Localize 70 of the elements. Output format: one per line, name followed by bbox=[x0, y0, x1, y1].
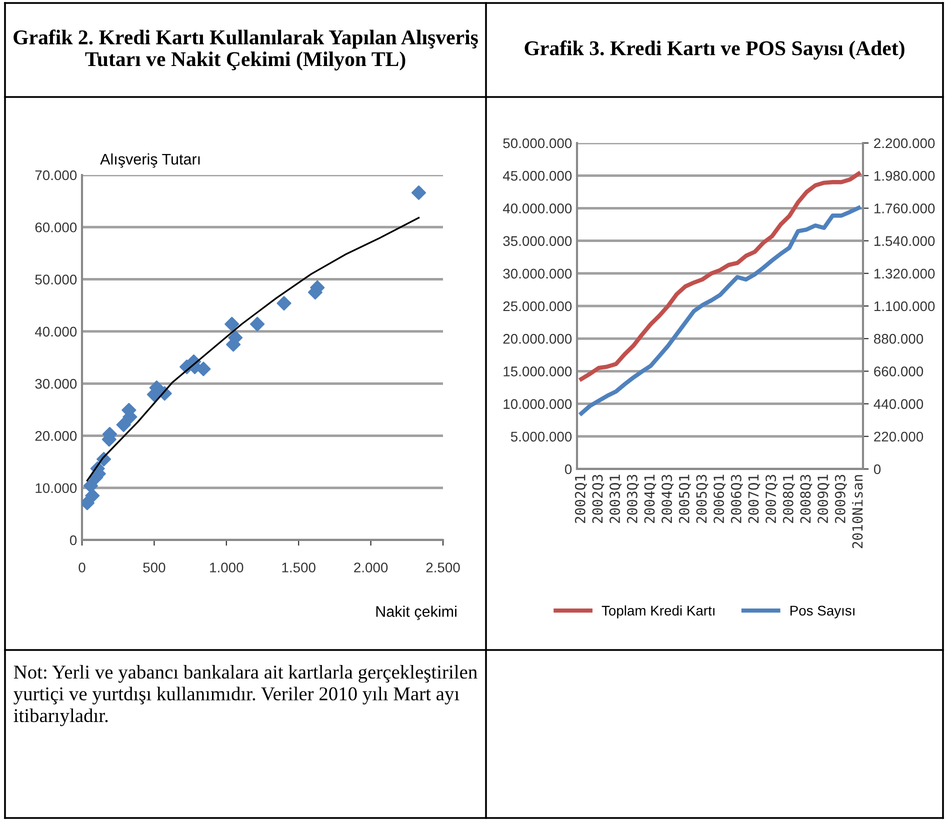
point bbox=[411, 185, 426, 200]
x-tick-label: 2004Q1 bbox=[644, 474, 656, 523]
y2-tick-label: 1.760.000 bbox=[874, 204, 935, 214]
x-tick-label: 2009Q1 bbox=[818, 474, 830, 523]
point bbox=[83, 478, 98, 494]
point bbox=[250, 316, 265, 332]
y-tick-label: 10.000 bbox=[36, 483, 77, 494]
x-tick-label: 2007Q1 bbox=[748, 474, 760, 523]
y-tick-label: 35.000.000 bbox=[503, 236, 572, 246]
y-tick-label: 30.000 bbox=[35, 378, 77, 389]
x-tick-label: 2002Q3 bbox=[592, 474, 604, 523]
x-tick-label: 2006Q1 bbox=[714, 474, 726, 523]
legend-label: Pos Sayısı bbox=[790, 606, 854, 618]
y-tick-label: 45.000.000 bbox=[502, 170, 572, 181]
line-series bbox=[579, 172, 861, 382]
line-series bbox=[579, 206, 861, 416]
legend-label: Toplam Kredi Kartı bbox=[602, 605, 714, 618]
y-tick-label: 60.000 bbox=[35, 222, 77, 232]
y-tick-label: 10.000.000 bbox=[504, 399, 572, 409]
x-tick-label: 2006Q3 bbox=[730, 474, 744, 523]
y2-tick-label: 1.320.000 bbox=[874, 268, 935, 279]
y-tick-label: 5.000.000 bbox=[510, 432, 572, 442]
y-tick-label: 40.000 bbox=[34, 326, 77, 337]
point bbox=[85, 488, 100, 503]
y-tick-label: 0 bbox=[70, 535, 77, 546]
y-tick-label: 15.000.000 bbox=[504, 366, 572, 376]
x-tick-label: 2005Q1 bbox=[678, 474, 692, 523]
y2-tick-label: 2.200.000 bbox=[874, 138, 935, 148]
y-tick-label: 25.000.000 bbox=[503, 301, 572, 312]
y2-tick-label: 220.000 bbox=[874, 432, 924, 442]
x-tick-label: 2.000 bbox=[354, 562, 388, 572]
y-axis-title: Alışveriş Tutarı bbox=[100, 153, 200, 168]
point bbox=[224, 316, 240, 332]
x-tick-label: 2008Q1 bbox=[782, 474, 796, 523]
text: Not: Yerli ve yabancı bankalara ait kartlarla gerçekleştirilen yurtiçi ve yurtdışı kullanımıdır. Veriler 2010 yılı Mart ayı itibarıyladır. bbox=[14, 665, 478, 726]
x-tick-label: 2003Q3 bbox=[626, 474, 640, 523]
x-tick-label: 2003Q1 bbox=[610, 474, 622, 523]
x-tick-label: 1.500 bbox=[282, 562, 316, 572]
x-tick-label: 2002Q1 bbox=[574, 474, 588, 523]
y-tick-label: 20.000.000 bbox=[503, 334, 572, 344]
y2-tick-label: 1.980.000 bbox=[874, 170, 935, 181]
point bbox=[276, 296, 292, 311]
y-tick-label: 20.000 bbox=[35, 431, 77, 441]
x-tick-label: 2009Q3 bbox=[834, 474, 848, 523]
chart-title: Grafik 3. Kredi Kartı ve POS Sayısı (Adet) bbox=[524, 40, 904, 60]
y2-tick-label: 660.000 bbox=[874, 366, 924, 376]
y2-tick-label: 880.000 bbox=[874, 334, 924, 344]
y2-tick-label: 1.540.000 bbox=[874, 236, 935, 246]
y-tick-label: 70.000 bbox=[35, 170, 77, 180]
x-tick-label: 2005Q3 bbox=[696, 474, 708, 523]
y2-tick-label: 1.100.000 bbox=[874, 301, 935, 312]
x-tick-label: 1.000 bbox=[210, 562, 244, 572]
y-tick-label: 40.000.000 bbox=[502, 204, 572, 214]
y2-tick-label: 440.000 bbox=[874, 399, 924, 409]
point bbox=[196, 362, 211, 376]
point bbox=[116, 417, 131, 432]
x-tick-label: 2008Q3 bbox=[800, 474, 812, 523]
x-tick-label: 2.500 bbox=[426, 562, 460, 572]
y-tick-label: 0 bbox=[564, 464, 572, 474]
y-tick-label: 50.000 bbox=[35, 274, 77, 284]
y2-tick-label: 0 bbox=[874, 464, 881, 474]
y-tick-label: 50.000.000 bbox=[503, 138, 572, 148]
x-tick-label: 2004Q3 bbox=[662, 474, 674, 523]
chart-title: Grafik 2. Kredi Kartı Kullanılarak Yapılan Alışveriş Tutarı ve Nakit Çekimi (Milyon TL) bbox=[14, 30, 478, 70]
x-tick-label: 2007Q3 bbox=[766, 474, 778, 523]
y-tick-label: 30.000.000 bbox=[503, 268, 572, 279]
x-axis-title: Nakit çekimi bbox=[376, 606, 456, 620]
x-tick-label: 0 bbox=[78, 562, 86, 572]
x-tick-label: 500 bbox=[143, 562, 166, 572]
x-tick-label: 2010Nisan bbox=[852, 475, 863, 548]
